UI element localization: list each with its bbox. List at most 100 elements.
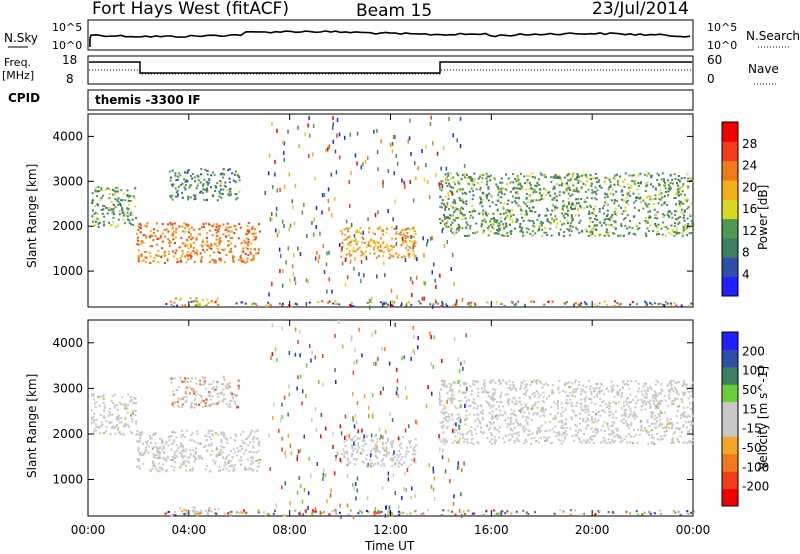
velocity-cell (202, 400, 205, 402)
power-cell (470, 179, 473, 182)
power-cell (175, 191, 178, 194)
power-cell (579, 206, 582, 209)
velocity-cell (161, 468, 164, 471)
power-cell (526, 178, 529, 181)
velocity-cell (207, 509, 210, 512)
velocity-cell (590, 418, 593, 421)
velocity-cell (307, 491, 310, 496)
velocity-cell (346, 451, 348, 456)
velocity-cell (564, 431, 566, 434)
power-cell (642, 199, 645, 202)
power-cell (328, 207, 330, 212)
velocity-cell (322, 477, 324, 481)
power-cell (570, 214, 573, 217)
power-cell (206, 187, 209, 190)
velocity-cell (685, 384, 688, 387)
velocity-cell (374, 435, 377, 438)
freq-tick-low: 8 (66, 72, 74, 86)
nave-tick-low: 0 (707, 72, 715, 86)
velocity-cell (365, 434, 368, 437)
velocity-cell (116, 424, 119, 426)
power-cell (288, 227, 290, 232)
velocity-cell (197, 510, 200, 513)
velocity-cell (634, 414, 637, 417)
power-cell (622, 234, 625, 237)
power-cell (156, 222, 159, 225)
power-cell (199, 233, 202, 236)
power-cell (121, 208, 124, 211)
velocity-cell (589, 385, 592, 388)
power-cell (603, 180, 606, 182)
power-cell (170, 183, 173, 186)
power-cell (624, 217, 627, 220)
power-cell (481, 219, 484, 222)
velocity-cell (651, 413, 654, 415)
velocity-cell (372, 440, 374, 443)
power-cell (408, 255, 411, 258)
velocity-cell (622, 418, 625, 421)
velocity-cell (450, 402, 453, 405)
power-cell (583, 207, 586, 210)
velocity-cell (553, 512, 556, 515)
velocity-cell (468, 405, 471, 408)
velocity-cell (444, 438, 447, 441)
velocity-cell (486, 424, 489, 427)
power-cell (454, 183, 457, 186)
power-cell (159, 236, 162, 239)
power-cell (392, 217, 394, 222)
power-cell (503, 193, 506, 196)
power-cell (358, 230, 361, 233)
power-cell (186, 169, 189, 172)
velocity-cell (130, 418, 133, 420)
power-cell (629, 219, 631, 222)
power-cell (354, 238, 357, 243)
power-cell (340, 255, 343, 258)
velocity-cell (207, 432, 210, 435)
velocity-cell (506, 422, 509, 425)
velocity-cell (686, 406, 689, 409)
velocity-cell (686, 512, 689, 515)
velocity-cell (478, 419, 481, 422)
power-cell (218, 257, 221, 260)
velocity-cell (210, 383, 213, 386)
velocity-cell (384, 453, 387, 456)
power-cell (323, 193, 326, 198)
velocity-cell (213, 386, 215, 389)
power-cell (202, 188, 205, 191)
power-cell (619, 302, 622, 305)
velocity-cell (448, 418, 451, 421)
velocity-cell (373, 361, 375, 366)
velocity-cell (448, 382, 451, 385)
velocity-cell (672, 438, 674, 441)
power-cell (253, 248, 256, 251)
power-cell (471, 178, 474, 180)
velocity-cell (500, 391, 503, 394)
velocity-cell (612, 424, 614, 427)
velocity-cell (236, 447, 239, 449)
power-cell (531, 200, 534, 203)
velocity-cell (155, 468, 158, 471)
power-cell (586, 180, 589, 183)
power-cell (352, 305, 355, 308)
velocity-cell (182, 445, 184, 448)
velocity-cell (497, 414, 500, 417)
velocity-cell (362, 445, 365, 448)
power-cell (205, 222, 208, 225)
velocity-cell (642, 429, 645, 432)
power-cell (171, 198, 174, 201)
power-cell (540, 194, 543, 197)
power-cell (673, 173, 676, 176)
velocity-cell (153, 433, 156, 436)
power-cell (102, 204, 105, 207)
power-cell (195, 187, 198, 190)
velocity-cell (537, 396, 540, 399)
power-cell (278, 247, 281, 252)
power-cell (686, 217, 689, 220)
power-cell (231, 172, 234, 175)
velocity-cell (524, 383, 527, 386)
velocity-cell (323, 468, 325, 473)
power-cell (269, 217, 271, 222)
power-cell (201, 245, 204, 248)
power-cell (250, 248, 252, 250)
velocity-cell (348, 434, 350, 438)
